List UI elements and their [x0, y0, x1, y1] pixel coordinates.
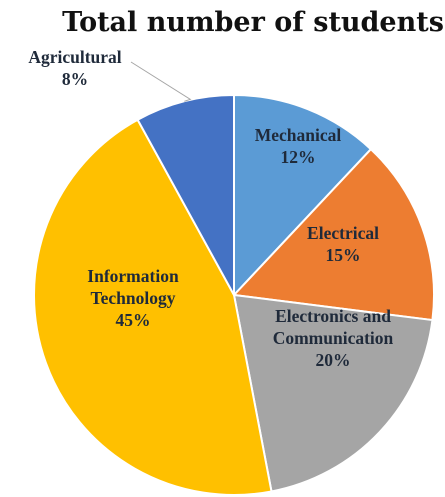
pie-slice-information-technology	[33, 118, 273, 496]
pie-slice-electronics-and-communication	[232, 293, 434, 493]
leader-line-agricultural	[130, 61, 192, 102]
pie-slice-agricultural	[136, 93, 235, 296]
slice-label-electrical: Electrical 15%	[307, 223, 379, 265]
pie-slice-mechanical	[233, 93, 373, 298]
slice-label-agricultural: Agricultural 8%	[28, 47, 121, 89]
slice-label-mechanical: Mechanical 12%	[255, 125, 342, 167]
leader-lines	[130, 61, 192, 102]
chart-title: Total number of students	[62, 7, 444, 38]
slice-labels: Mechanical 12% Electrical 15% Electronics an…	[28, 47, 393, 370]
pie-slices	[33, 93, 435, 496]
pie-slice-electrical	[231, 147, 435, 322]
slice-label-electronics-and-communication: Electronics and Communication 20%	[273, 306, 394, 370]
slice-label-information-technology: Information Technology 45%	[87, 266, 179, 330]
